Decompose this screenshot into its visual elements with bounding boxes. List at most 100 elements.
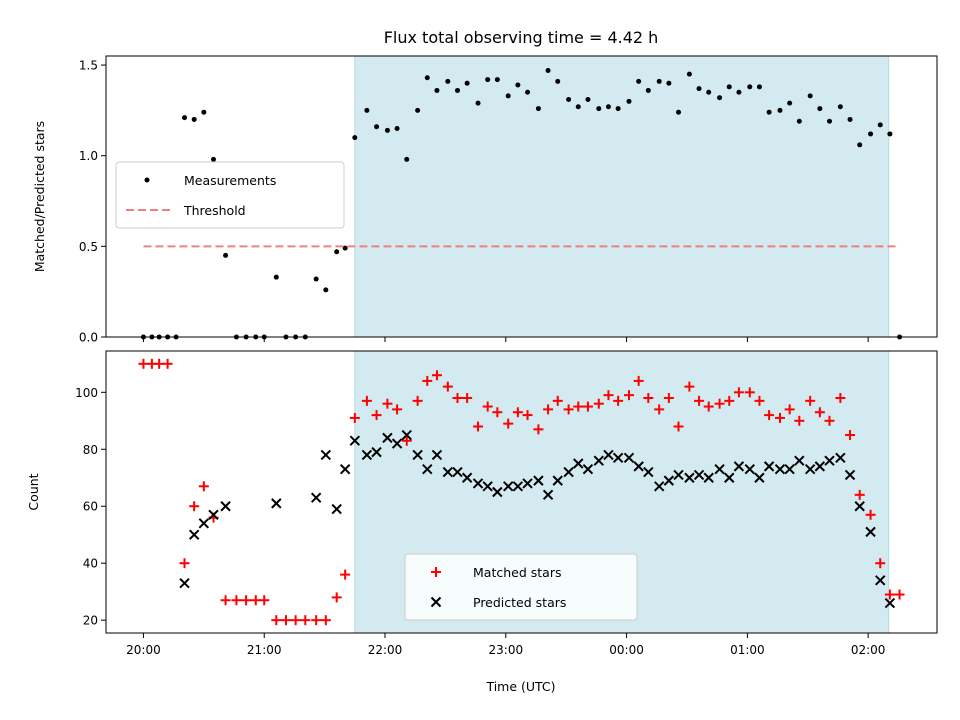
matched-stars-point xyxy=(654,404,665,415)
ratio-panel: 0.0 0.5 1.0 1.5 Matched/Predicted stars Measu… xyxy=(32,55,938,345)
matched-stars-point xyxy=(552,395,563,406)
matched-stars-point xyxy=(714,398,725,409)
matched-stars-point xyxy=(371,410,382,421)
y-tick-label: 60 xyxy=(83,500,98,514)
measurements-point xyxy=(384,127,390,133)
measurements-point xyxy=(796,118,802,124)
matched-stars-point xyxy=(522,410,533,421)
predicted-stars-point xyxy=(623,452,635,464)
matched-stars-point xyxy=(361,395,372,406)
measurements-point xyxy=(223,252,229,258)
legend-swatch xyxy=(144,177,150,183)
legend-swatch xyxy=(430,596,442,608)
measurements-point xyxy=(887,131,893,137)
matched-stars-point xyxy=(320,615,331,626)
matched-stars-point xyxy=(189,501,200,512)
predicted-stars-point xyxy=(684,472,695,483)
matched-stars-point xyxy=(673,421,684,432)
matched-stars-point xyxy=(733,387,744,398)
matched-stars-point xyxy=(633,375,644,386)
legend-label: Matched stars xyxy=(473,565,561,580)
predicted-stars-point xyxy=(320,449,332,461)
matched-stars-point xyxy=(593,398,604,409)
predicted-stars-point xyxy=(461,472,473,483)
predicted-stars-point xyxy=(663,475,675,486)
measurements-point xyxy=(747,84,753,90)
measurements-point xyxy=(847,116,853,122)
matched-stars-point xyxy=(533,424,544,435)
measurements-point xyxy=(273,274,279,280)
predicted-stars-point xyxy=(784,464,795,475)
matched-stars-point xyxy=(774,412,785,423)
predicted-stars-point xyxy=(774,464,786,475)
predicted-stars-point xyxy=(653,481,665,492)
measurements-point xyxy=(374,124,380,130)
measurements-point xyxy=(686,71,692,77)
matched-stars-point xyxy=(431,370,442,381)
predicted-stars-point xyxy=(744,464,755,475)
legend-label: Predicted stars xyxy=(473,595,566,610)
matched-stars-point xyxy=(543,404,554,415)
matched-stars-point xyxy=(220,595,231,606)
predicted-stars-point xyxy=(522,478,533,489)
matched-stars-point xyxy=(452,393,463,403)
legend-label: Measurements xyxy=(184,173,276,188)
measurements-point xyxy=(575,104,581,110)
y-tick-label: 100 xyxy=(75,386,98,400)
predicted-stars-point xyxy=(824,455,835,466)
predicted-stars-point xyxy=(271,498,282,509)
predicted-stars-point xyxy=(179,577,190,589)
matched-stars-point xyxy=(694,395,705,406)
predicted-stars-series xyxy=(179,429,896,609)
y-tick-label: 0.0 xyxy=(79,331,98,345)
measurements-point xyxy=(535,106,541,112)
matched-stars-point xyxy=(473,421,484,432)
measurements-point xyxy=(807,93,813,99)
predicted-stars-point xyxy=(512,481,524,492)
matched-stars-point xyxy=(835,393,846,403)
y-tick-label: 80 xyxy=(83,443,98,457)
x-tick-label: 23:00 xyxy=(489,643,524,657)
matched-stars-point xyxy=(401,435,412,446)
measurements-point xyxy=(766,109,772,115)
observing-window xyxy=(354,55,890,338)
measurements-point xyxy=(191,116,197,122)
matched-stars-point xyxy=(179,558,190,569)
matched-stars-point xyxy=(280,615,291,626)
x-tick-label: 00:00 xyxy=(609,643,644,657)
legend: Matched stars Predicted stars xyxy=(404,553,638,621)
matched-stars-point xyxy=(573,401,584,412)
matched-stars-point xyxy=(865,509,876,520)
predicted-stars-point xyxy=(452,466,463,478)
matched-stars-point xyxy=(563,404,574,415)
x-tick-label: 02:00 xyxy=(851,643,886,657)
y-tick-label: 1.5 xyxy=(79,59,98,73)
matched-stars-point xyxy=(875,558,886,569)
measurements-point xyxy=(313,276,319,282)
matched-stars-point xyxy=(290,615,301,626)
predicted-stars-point xyxy=(643,466,654,478)
measurements-point xyxy=(555,78,561,84)
predicted-stars-point xyxy=(442,466,454,478)
measurements-point xyxy=(434,87,440,93)
predicted-stars-point xyxy=(412,449,423,461)
measurements-point xyxy=(605,104,611,110)
predicted-stars-point xyxy=(693,469,705,481)
matched-stars-point xyxy=(241,595,252,606)
matched-stars-point xyxy=(824,415,835,426)
measurements-point xyxy=(827,118,833,124)
predicted-stars-point xyxy=(198,518,210,529)
predicted-stars-point xyxy=(673,469,684,481)
measurements-point xyxy=(777,107,783,113)
measurements-point xyxy=(566,97,572,103)
measurements-point xyxy=(626,98,632,104)
predicted-stars-point xyxy=(714,464,725,475)
measurements-point xyxy=(717,95,723,101)
predicted-stars-point xyxy=(794,455,805,466)
measurements-point xyxy=(726,84,732,90)
x-tick-label: 01:00 xyxy=(730,643,765,657)
measurements-point xyxy=(454,87,460,93)
predicted-stars-point xyxy=(220,501,231,512)
y-axis-label: Matched/Predicted stars xyxy=(32,121,47,272)
